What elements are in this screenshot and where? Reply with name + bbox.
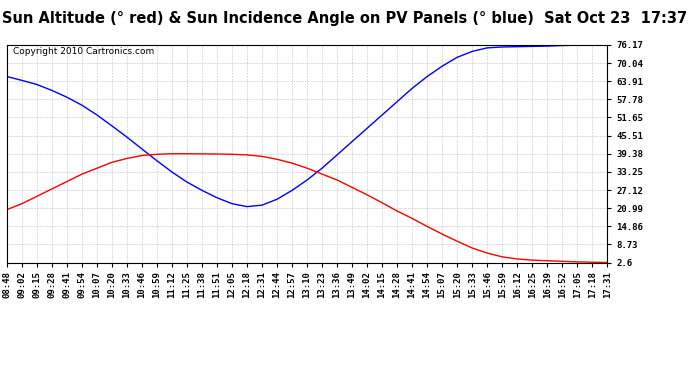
Text: Copyright 2010 Cartronics.com: Copyright 2010 Cartronics.com (13, 47, 154, 56)
Text: Sun Altitude (° red) & Sun Incidence Angle on PV Panels (° blue)  Sat Oct 23  17: Sun Altitude (° red) & Sun Incidence Ang… (3, 11, 687, 26)
